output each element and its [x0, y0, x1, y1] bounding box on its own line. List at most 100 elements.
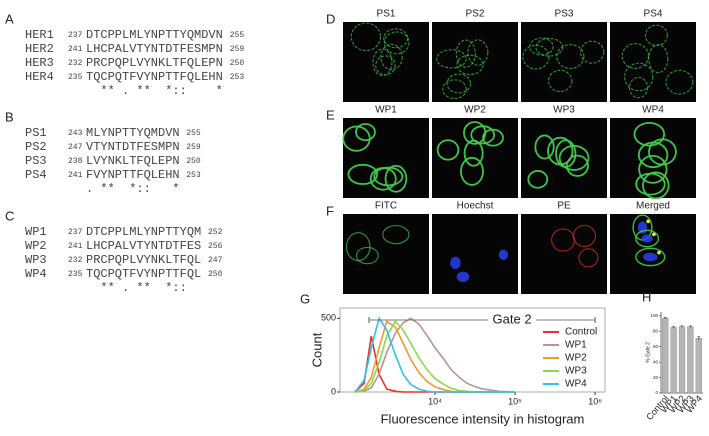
seq-end: 253 [230, 73, 245, 82]
consensus: ** . ** *:: * [86, 84, 223, 98]
membrane [642, 171, 670, 200]
membrane [635, 247, 666, 267]
membrane [460, 156, 484, 186]
image-label: PS4 [644, 9, 663, 20]
nucleus [643, 252, 658, 262]
micrograph [343, 214, 429, 294]
membrane [384, 164, 408, 193]
image-label: FITC [375, 201, 397, 212]
histogram-line [354, 319, 515, 393]
sequence: TQCPQTFVYNPTTFQLEHN [86, 70, 223, 84]
seq-start: 241 [68, 45, 83, 54]
sequence: TQCPQTFVYNPTTFQL [86, 267, 201, 281]
seq-name: PS2 [25, 140, 47, 154]
image-label: Hoechst [457, 201, 494, 212]
gate-label: Gate 2 [493, 311, 532, 326]
membrane [637, 141, 669, 169]
membrane [355, 246, 379, 265]
y-tick-label: 100 [650, 313, 658, 318]
image-label: WP1 [375, 105, 397, 116]
membrane [665, 69, 694, 95]
membrane [380, 43, 403, 71]
micrograph [521, 118, 607, 198]
membrane [628, 76, 649, 99]
seq-name: HER1 [25, 28, 54, 42]
legend-label: Control [565, 327, 597, 338]
gate-label-bg [488, 313, 537, 327]
membrane [578, 248, 599, 268]
membrane [534, 134, 555, 160]
seq-name: WP3 [25, 253, 47, 267]
sequence: FVYNPTTFQLEHN [86, 168, 180, 182]
seq-start: 232 [68, 256, 83, 265]
seq-start: 235 [68, 270, 83, 279]
sequence: LHCPALVTYNTDTFES [86, 239, 201, 253]
overlap [657, 250, 661, 255]
overlap [646, 219, 650, 224]
panel-label: E [326, 107, 335, 122]
membrane [580, 40, 605, 64]
sequence: VTYNTDTFESMPN [86, 140, 180, 154]
seq-name: PS3 [25, 154, 47, 168]
x-axis-label: Fluorescence intensity in histogram [381, 411, 585, 426]
bar [662, 317, 669, 394]
seq-start: 247 [68, 143, 83, 152]
micrograph [432, 22, 518, 102]
seq-start: 237 [68, 228, 83, 237]
membrane [463, 139, 484, 167]
seq-name: WP4 [25, 267, 47, 281]
membrane [456, 54, 484, 76]
micrograph [343, 22, 429, 102]
x-tick-label: 10⁴ [428, 396, 442, 406]
nucleus [498, 249, 509, 260]
membrane [470, 125, 496, 145]
consensus: ** . ** *:: [86, 281, 187, 295]
sequence: MLYNPTTYQMDVN [86, 126, 180, 140]
image-label: PE [557, 201, 571, 212]
y-axis-label: % Gate 2 [645, 342, 651, 363]
seq-end: 255 [230, 31, 245, 40]
seq-start: 243 [68, 129, 83, 138]
seq-name: WP2 [25, 239, 47, 253]
nucleus [450, 256, 461, 270]
micrograph [521, 22, 607, 102]
membrane [347, 163, 379, 185]
seq-name: HER4 [25, 70, 54, 84]
seq-start: 241 [68, 242, 83, 251]
seq-start: 237 [68, 31, 83, 40]
membrane [446, 73, 472, 94]
image-label: WP4 [642, 105, 664, 116]
y-tick-label: 60 [653, 344, 659, 349]
membrane [556, 44, 585, 69]
nucleus [456, 271, 470, 283]
image-label: PS1 [377, 9, 396, 20]
legend-label: WP4 [565, 379, 587, 390]
legend-label: WP1 [565, 340, 587, 351]
seq-name: HER2 [25, 42, 54, 56]
seq-end: 253 [186, 171, 201, 180]
membrane [522, 44, 550, 70]
seq-end: 250 [186, 157, 201, 166]
membrane [635, 229, 660, 248]
seq-start: 238 [68, 157, 83, 166]
panel-label: F [326, 203, 334, 218]
image-label: WP3 [553, 105, 575, 116]
seq-name: PS4 [25, 168, 47, 182]
membrane [436, 49, 467, 69]
membrane [527, 170, 549, 189]
membrane [355, 123, 376, 142]
x-tick-label: 10⁶ [588, 396, 602, 406]
membrane [551, 228, 576, 252]
membrane [383, 31, 410, 55]
y-axis-label: Count [309, 332, 324, 367]
micrograph [521, 214, 607, 294]
membrane [373, 166, 404, 187]
sequence: PRCPQPLVYNKLTFQLEPN [86, 56, 223, 70]
seq-end: 259 [230, 45, 245, 54]
seq-start: 235 [68, 73, 83, 82]
y-tick-label: 0 [331, 386, 336, 396]
histogram-line [354, 316, 515, 393]
sequence: LVYNKLTFQLEPN [86, 154, 180, 168]
consensus: . ** *:: * [86, 182, 180, 196]
y-tick-label: 40 [653, 359, 659, 364]
